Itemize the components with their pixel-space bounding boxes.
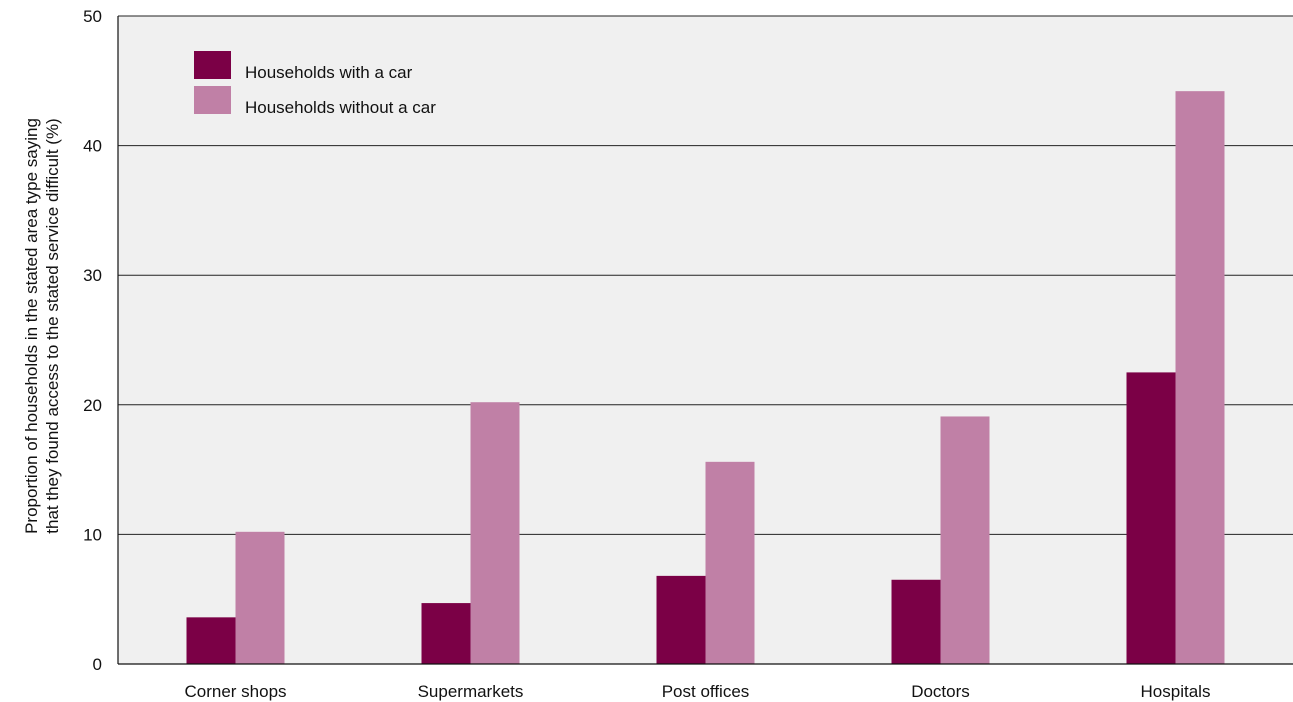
legend-label-with-car: Households with a car [245,63,413,82]
legend: Households with a car Households without… [194,51,436,117]
y-axis-label-line-2: that they found access to the stated ser… [43,118,62,533]
bar-without-car-supermarkets [470,402,520,664]
bars [186,91,1225,665]
x-tick-label: Supermarkets [418,682,524,701]
legend-swatch-with-car [194,51,231,79]
y-tick-labels: 0 10 20 30 40 50 [83,7,102,674]
bar-with-car-doctors [891,579,941,664]
y-tick-label: 20 [83,396,102,415]
y-tick-label: 50 [83,7,102,26]
bar-without-car-corner-shops [235,531,285,664]
x-tick-label: Post offices [662,682,750,701]
y-tick-label: 30 [83,266,102,285]
x-tick-label: Doctors [911,682,970,701]
y-tick-label: 0 [93,655,102,674]
bar-with-car-hospitals [1126,372,1176,664]
grid-lines [118,15,1293,535]
legend-label-without-car: Households without a car [245,98,436,117]
x-tick-labels: Corner shops Supermarkets Post offices Doct… [184,682,1210,701]
bar-with-car-supermarkets [421,603,471,664]
y-axis-label: Proportion of households in the stated a… [22,118,62,534]
y-axis-label-line-1: Proportion of households in the stated a… [22,118,41,534]
y-tick-label: 10 [83,525,102,544]
bar-with-car-corner-shops [186,617,236,664]
y-tick-label: 40 [83,137,102,156]
bar-without-car-post-offices [705,461,755,664]
x-tick-label: Hospitals [1141,682,1211,701]
legend-swatch-without-car [194,86,231,114]
bar-with-car-post-offices [656,575,706,664]
bar-without-car-hospitals [1175,91,1225,665]
x-tick-label: Corner shops [184,682,286,701]
bar-without-car-doctors [940,416,990,664]
